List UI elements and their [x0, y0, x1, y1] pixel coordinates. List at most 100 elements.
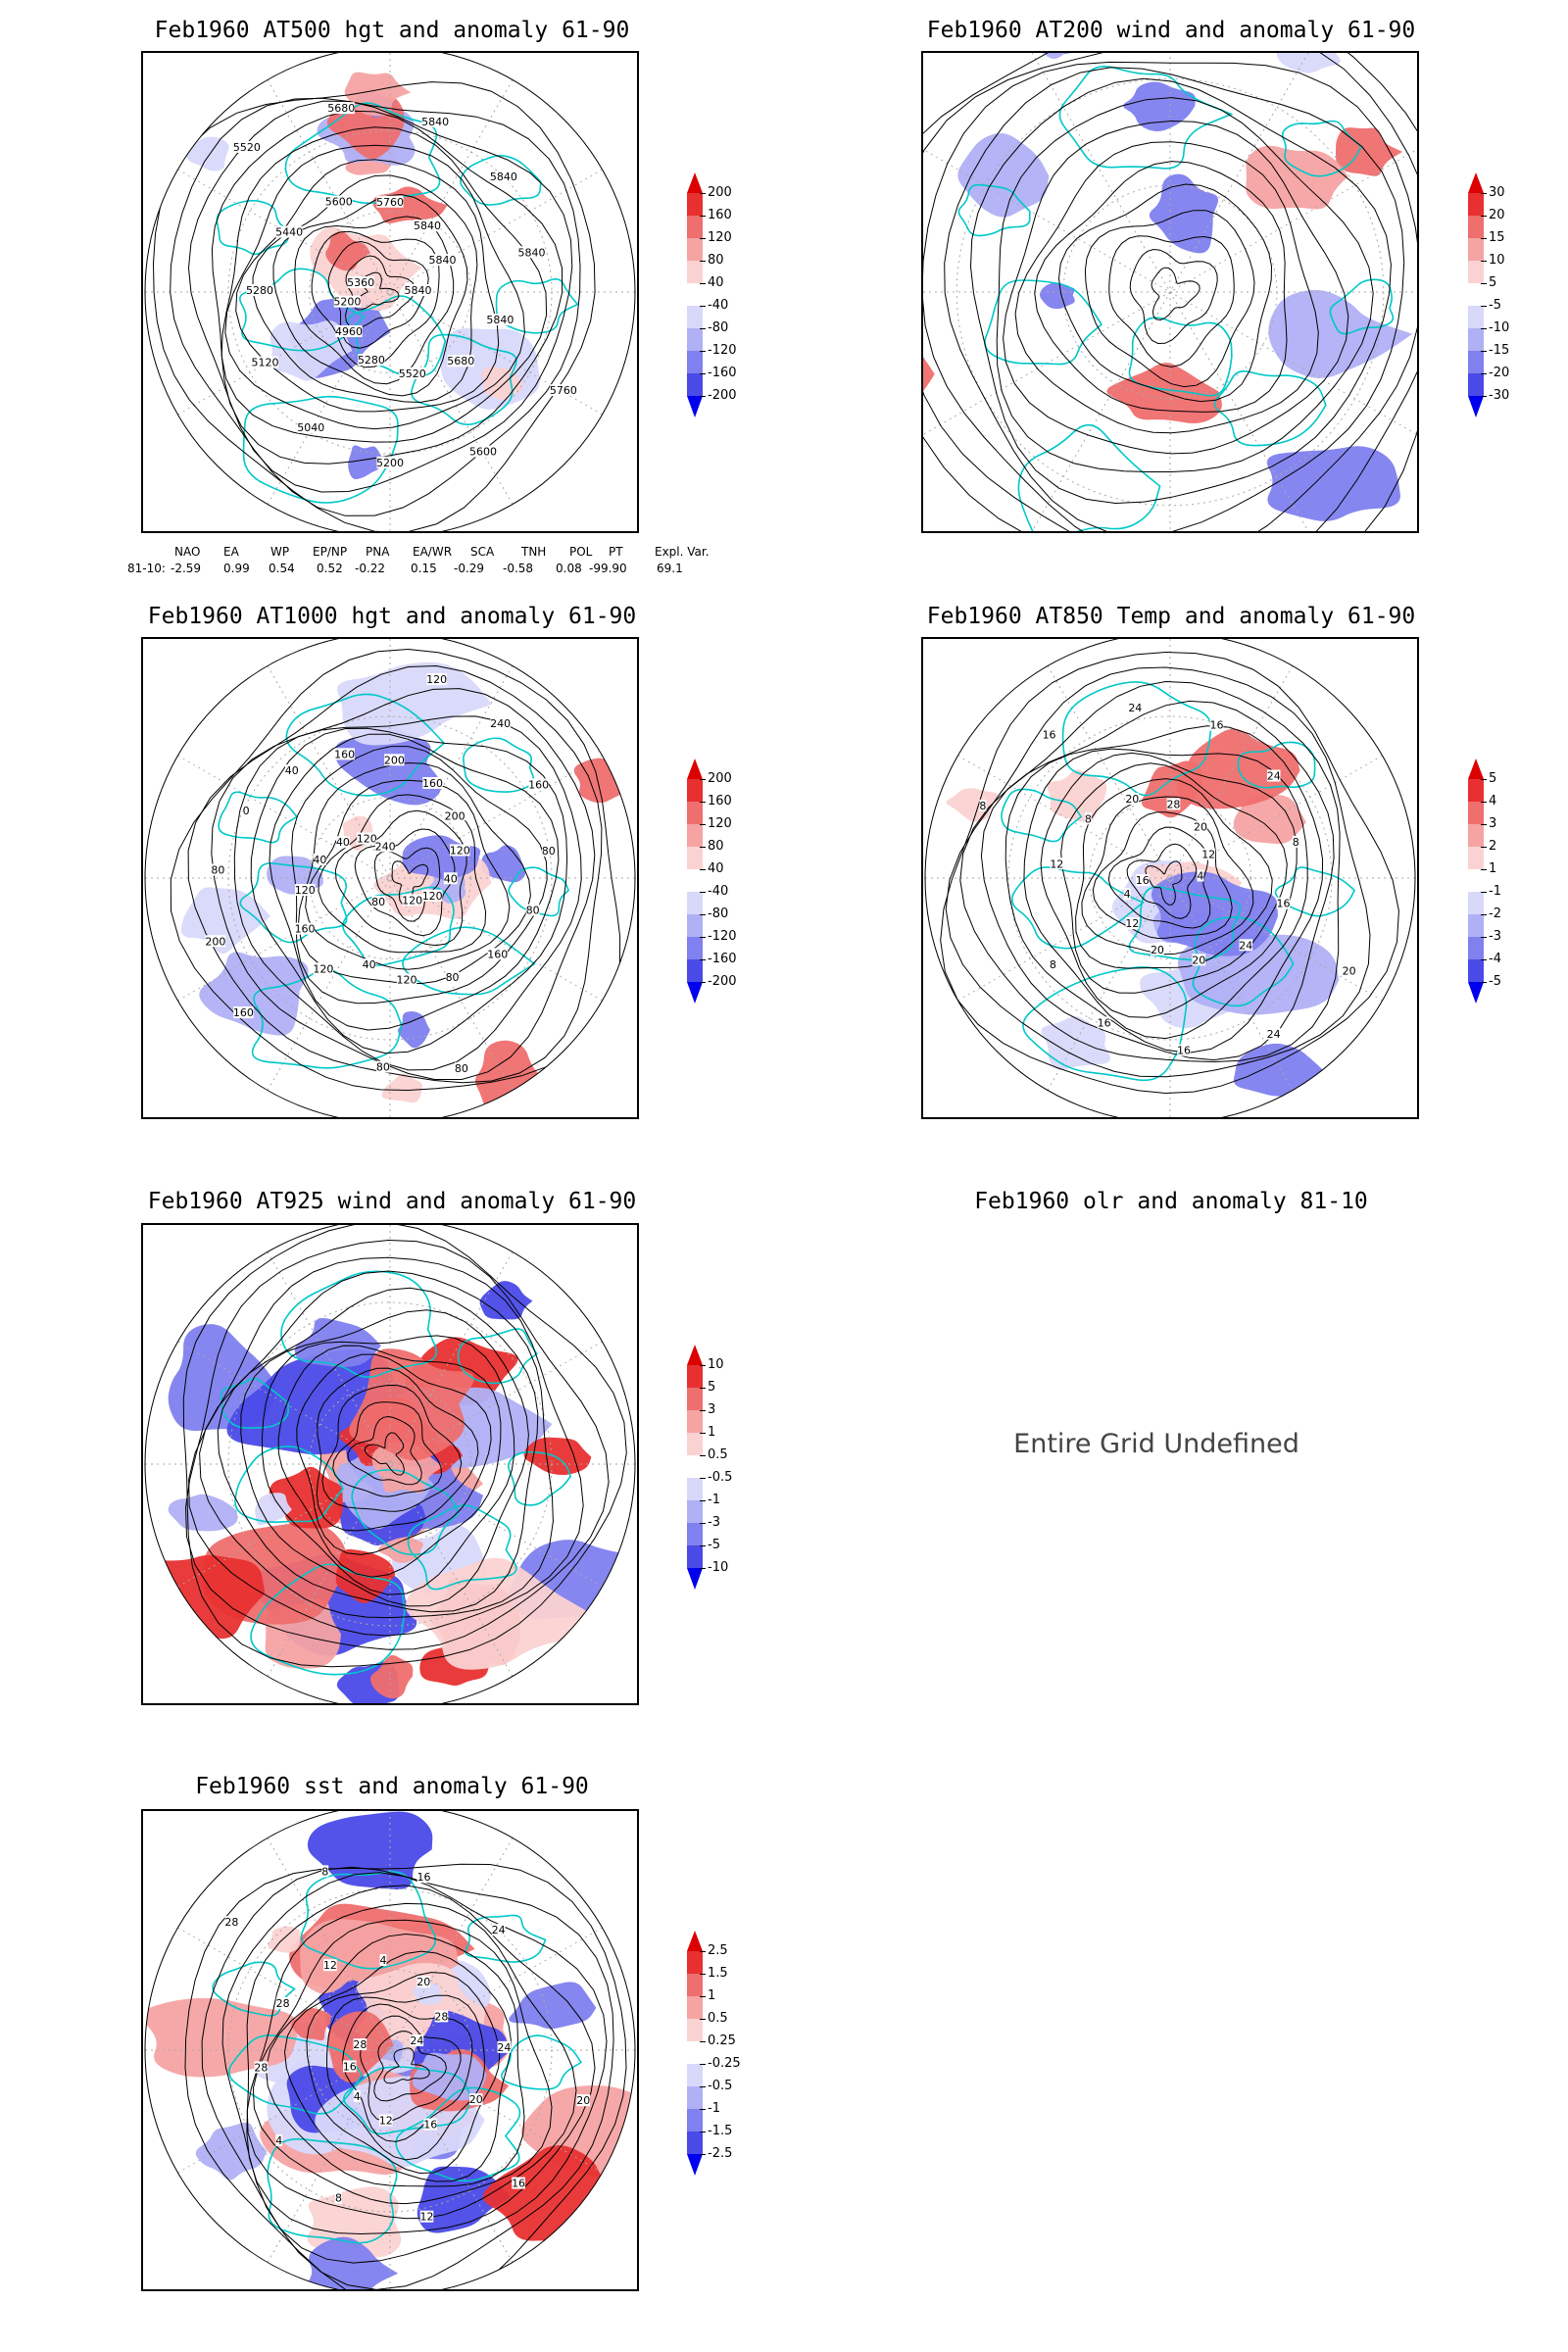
- coastline-outline: [300, 1871, 436, 1970]
- panel-title-1000hgt: Feb1960 AT1000 hgt and anomaly 61-90: [147, 604, 637, 629]
- colorbar-tick-label: 80: [708, 253, 724, 268]
- coastline-outline: [508, 866, 570, 917]
- contour-label: 4: [1124, 888, 1131, 901]
- colorbar-swatch: [1468, 982, 1484, 1004]
- contour-label: 8: [979, 800, 986, 812]
- colorbar-tick: [1481, 283, 1487, 284]
- coastline-outline: [1237, 741, 1316, 789]
- contour-label: 28: [276, 1997, 290, 2010]
- colorbar-tick-label: 120: [708, 230, 732, 245]
- contour-line: [391, 860, 429, 906]
- colorbar-tick-label: 5: [1489, 771, 1497, 786]
- contour-label: 20: [1194, 820, 1207, 833]
- contour-label-bg: [374, 840, 396, 853]
- panel-title-200wind: Feb1960 AT200 wind and anomaly 61-90: [926, 18, 1416, 43]
- contour-line: [250, 727, 568, 1054]
- index-header-explvar: Expl. Var.: [655, 545, 710, 559]
- contour-label: 80: [376, 1061, 390, 1074]
- colorbar-tick: [700, 283, 706, 284]
- contour-line: [1004, 725, 1324, 1054]
- colorbar-tick-label: -1: [708, 1493, 720, 1507]
- contour-label: 24: [497, 2041, 511, 2054]
- colorbar-swatch: [687, 847, 703, 869]
- colorbar-tick: [700, 1974, 706, 1975]
- colorbar-tick-label: -2.5: [708, 2146, 733, 2161]
- coastline-outline: [463, 737, 535, 793]
- map-panel-200wind: [921, 51, 1419, 533]
- positive-anomaly-patch: [1336, 127, 1403, 176]
- contour-label-bg: [325, 195, 353, 208]
- contour-line: [294, 216, 455, 385]
- contour-label-bg: [487, 948, 508, 960]
- negative-anomaly-patch: [1041, 1016, 1111, 1070]
- contour-label-bg: [468, 2093, 483, 2106]
- contour-label: 16: [1136, 874, 1150, 887]
- contour-label-bg: [1292, 835, 1299, 848]
- colorbar-swatch: [1468, 328, 1484, 351]
- colorbar-tick-label: -10: [1489, 320, 1510, 335]
- contour-label-bg: [404, 284, 432, 296]
- contour-label: 20: [1192, 954, 1205, 966]
- contour-label-bg: [491, 1924, 506, 1936]
- contour-label-bg: [421, 889, 443, 902]
- contour-label: 24: [492, 1924, 506, 1936]
- coastline-outline: [402, 926, 536, 996]
- contour-label: 4: [275, 2134, 282, 2147]
- contour-line: [1040, 752, 1298, 1018]
- contour-line: [353, 271, 400, 311]
- contour-label-bg: [550, 384, 577, 397]
- colorbar-tick-label: 0.25: [708, 2034, 736, 2048]
- colorbar-swatch: [1468, 937, 1484, 959]
- colorbar-swatch: [687, 373, 703, 396]
- colorbar-tick: [1481, 914, 1487, 915]
- colorbar-swatch: [1468, 892, 1484, 914]
- contour-label-bg: [444, 809, 466, 822]
- colorbar-swatch: [1468, 802, 1484, 824]
- contour-label: 12: [1125, 917, 1139, 930]
- colorbar-swatch: [687, 1365, 703, 1388]
- contour-line: [306, 1972, 501, 2175]
- positive-anomaly-patch: [1233, 794, 1306, 845]
- coastline-outline: [242, 395, 399, 504]
- colorbar-swatch: [687, 1545, 703, 1568]
- contour-label: 16: [1098, 1016, 1111, 1029]
- contour-label-bg: [211, 863, 225, 876]
- negative-anomaly-patch: [348, 445, 384, 479]
- map-clipped-layer: [145, 1811, 635, 2289]
- contour-label: 120: [450, 844, 470, 857]
- colorbar-tick-label: 1: [708, 1988, 716, 2003]
- contour-label-bg: [979, 799, 987, 811]
- contour-label: 16: [512, 2178, 525, 2190]
- contour-label: 4: [379, 1954, 386, 1967]
- contour-label: 40: [363, 958, 376, 971]
- contour-line: [217, 1287, 539, 1613]
- contour-label: 24: [1239, 939, 1252, 952]
- panel-title-olr: Feb1960 olr and anomaly 81-10: [974, 1189, 1368, 1214]
- colorbar-swatch: [687, 1345, 703, 1365]
- contour-label: 20: [1343, 965, 1356, 978]
- colorbar-tick-label: -5: [1489, 974, 1501, 989]
- colorbar-swatch: [1468, 283, 1484, 306]
- contour-label-bg: [1042, 728, 1056, 741]
- contour-line: [305, 779, 511, 970]
- positive-anomaly-patch: [1246, 145, 1348, 210]
- hemisphere-boundary: [144, 639, 636, 1117]
- contour-line: [211, 110, 564, 465]
- colorbar-tick: [1481, 802, 1487, 803]
- negative-anomaly-patch: [1266, 446, 1400, 521]
- contour-label-bg: [275, 225, 303, 238]
- contour-label: 8: [335, 2192, 342, 2205]
- contour-label: 16: [343, 2060, 357, 2073]
- colorbar-tick-label: -2: [1489, 906, 1501, 921]
- colorbar-swatch: [687, 1568, 703, 1590]
- contour-label-bg: [450, 844, 470, 857]
- colorbar-tick-label: 120: [708, 816, 732, 831]
- contour-label-bg: [421, 115, 449, 127]
- colorbar-tick-label: 200: [708, 771, 732, 786]
- colorbar-tick-label: -1: [1489, 884, 1501, 899]
- colorbar-swatch: [687, 914, 703, 937]
- contour-label: 16: [423, 2119, 437, 2132]
- colorbar-tick: [1481, 396, 1487, 397]
- contour-line: [277, 1345, 502, 1578]
- map-panel-sst: 24 24 20 20 16 16 12 12 8 4 4 16 28 28 28 28 12 8 4 16 20 24 2…: [141, 1809, 639, 2291]
